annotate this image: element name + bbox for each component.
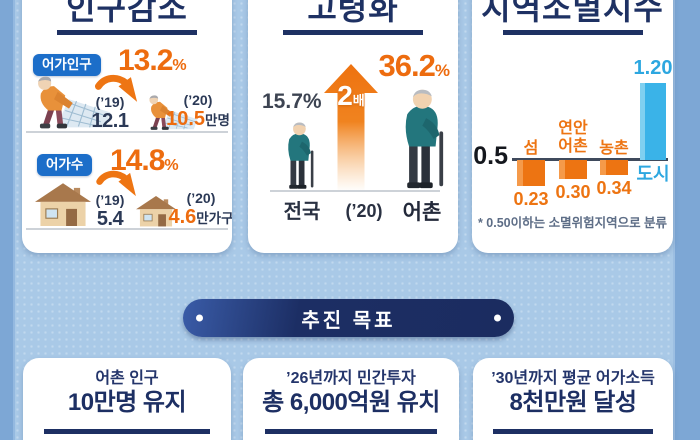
- value-label: 5.4: [96, 208, 124, 231]
- panel-title-aging: 고령화: [307, 0, 399, 26]
- percent-value: 13.2: [118, 44, 173, 77]
- bar-coastal-village: [559, 160, 587, 179]
- multiplier-value: 2: [337, 80, 353, 111]
- national-aging-percent: 15.7%: [262, 90, 322, 113]
- goal-underline: [43, 429, 211, 434]
- percent-value: 14.8: [110, 144, 165, 177]
- bar-label-island: 섬: [523, 140, 539, 157]
- year-label: (’20): [186, 190, 216, 206]
- baseline-value-label: 0.5: [473, 142, 508, 170]
- percent-unit: %: [434, 61, 450, 80]
- fisherman-net-icon-large: [38, 76, 111, 129]
- population-decline-percent: 13.2 %: [118, 46, 187, 76]
- household-decline-percent: 14.8 %: [110, 146, 179, 176]
- house-icon-large: [35, 183, 91, 226]
- village-aging-percent: 36.2 %: [379, 50, 450, 81]
- goal-card-income: ’30년까지 평균 어가소득 8천만원 달성: [473, 358, 673, 440]
- divider: [26, 228, 228, 230]
- bar-label-rural: 농촌: [599, 140, 629, 157]
- double-up-arrow-icon: [324, 64, 378, 192]
- badge-fishery-households: 어가수: [37, 154, 93, 176]
- goal-line2: 총 6,000억원 유치: [262, 389, 440, 417]
- goal-line1: ’26년까지 민간투자: [286, 370, 416, 387]
- baseline: [270, 190, 440, 192]
- title-underline: [57, 30, 197, 35]
- elderly-person-icon-small: [288, 122, 314, 189]
- baseline-axis: [512, 158, 668, 161]
- year-label: (’19): [95, 94, 125, 110]
- right-edge-strip: [673, 0, 700, 440]
- bar-island: [517, 160, 545, 186]
- divider: [26, 131, 228, 133]
- banner-dot-left-icon: [196, 314, 203, 322]
- title-underline: [502, 30, 643, 35]
- goal-card-investment: ’26년까지 민간투자 총 6,000억원 유치: [243, 358, 459, 440]
- bar-value-coastal-village: 0.30: [555, 182, 591, 202]
- goal-line1: ’30년까지 평균 어가소득: [491, 370, 655, 387]
- goal-underline: [493, 429, 653, 434]
- value-unit: 만가구: [196, 211, 232, 227]
- percent-unit: %: [164, 157, 179, 174]
- multiplier-label: 2배: [324, 82, 378, 110]
- banner-label: 추진 목표: [301, 309, 396, 332]
- percent-unit: %: [172, 57, 187, 74]
- value-label: 10.5: [166, 108, 206, 131]
- bar-label-city: 도시: [636, 164, 670, 184]
- bar-label-coastal-village: 연안 어촌: [558, 120, 588, 155]
- panel-title-extinction: 지역소멸지수: [481, 0, 664, 26]
- goal-underline: [264, 429, 438, 434]
- label-village: 어촌: [402, 201, 442, 224]
- stat-to-households: (’20) 4.6 만가구: [168, 190, 232, 229]
- bar-city: [640, 83, 666, 160]
- goal-line1: 어촌 인구: [95, 370, 159, 387]
- elderly-person-icon-large: [405, 89, 444, 189]
- stat-from-population: (’19) 12.1: [86, 94, 134, 133]
- value-label: 4.6: [168, 206, 197, 229]
- year-label: (’19): [95, 192, 125, 208]
- fisherman-net-icon-small: [149, 95, 198, 130]
- decline-arrow-icon: [96, 170, 136, 197]
- bar-value-rural: 0.34: [596, 178, 632, 198]
- goal-line2: 10만명 유지: [67, 389, 187, 417]
- bar-value-city: 1.20: [633, 57, 673, 79]
- goal-card-population: 어촌 인구 10만명 유지: [23, 358, 231, 440]
- badge-fishery-population: 어가인구: [33, 54, 101, 76]
- year-label: (’20): [183, 92, 213, 108]
- bar-value-island: 0.23: [513, 189, 549, 209]
- title-underline: [283, 30, 423, 35]
- goal-line2: 8천만원 달성: [509, 389, 637, 417]
- decline-arrow-icon: [94, 74, 138, 102]
- label-national: 전국: [283, 201, 321, 223]
- extinction-footnote: * 0.50이하는 소멸위험지역으로 분류: [477, 216, 668, 230]
- percent-value: 36.2: [378, 48, 436, 83]
- banner-dot-right-icon: [494, 314, 501, 322]
- left-edge-strip: [0, 0, 15, 440]
- value-label: 12.1: [91, 110, 129, 133]
- label-year: (’20): [345, 201, 383, 221]
- panel-extinction-index: 지역소멸지수 0.5 섬 연안 어촌 농촌 도시 0.23 0.30 0.34 …: [472, 0, 673, 253]
- panel-population-decline: 인구감소 어가인구 13.2 % (’19) 12.1: [22, 0, 232, 253]
- panel-aging: 고령화 15.7% 2배 36.2 %: [248, 0, 458, 253]
- multiplier-unit: 배: [352, 93, 365, 108]
- goal-banner: 추진 목표: [183, 299, 514, 337]
- panel-title-population: 인구감소: [66, 0, 188, 26]
- value-unit: 만명: [205, 113, 230, 129]
- stat-from-households: (’19) 5.4: [86, 192, 134, 231]
- bar-rural: [600, 160, 628, 175]
- house-icon-small: [136, 196, 176, 227]
- stat-to-population: (’20) 10.5 만명: [166, 92, 230, 131]
